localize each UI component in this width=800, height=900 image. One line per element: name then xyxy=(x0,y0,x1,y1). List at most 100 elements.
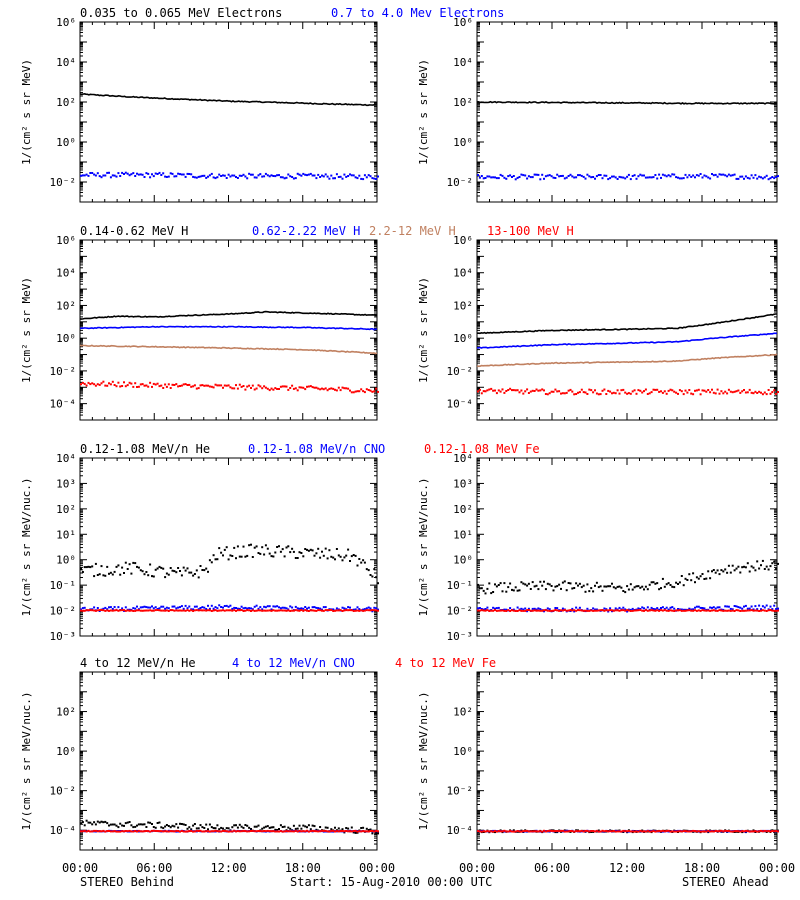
data-point xyxy=(777,175,779,178)
legend-label: 13-100 MeV H xyxy=(487,224,574,238)
y-tick-label: 10⁴ xyxy=(56,452,76,465)
data-point xyxy=(96,574,99,576)
data-point xyxy=(712,606,715,609)
data-point xyxy=(214,827,217,830)
data-point xyxy=(705,175,708,178)
data-point xyxy=(756,560,759,563)
data-point xyxy=(326,830,329,833)
data-point xyxy=(229,604,232,607)
data-point xyxy=(156,822,159,824)
data-point xyxy=(731,564,734,567)
data-point xyxy=(773,604,776,607)
data-point xyxy=(369,389,372,392)
data-point xyxy=(492,609,495,612)
data-point xyxy=(341,606,344,609)
data-point xyxy=(584,609,587,612)
data-point xyxy=(225,827,228,830)
data-point xyxy=(682,609,685,612)
data-point xyxy=(167,175,170,178)
data-point xyxy=(343,173,346,176)
data-point xyxy=(175,823,178,826)
data-point xyxy=(126,830,129,833)
data-point xyxy=(296,389,299,392)
data-point xyxy=(535,388,538,391)
data-point xyxy=(289,551,292,554)
data-point xyxy=(304,609,307,612)
data-point xyxy=(560,175,562,177)
data-point xyxy=(582,830,585,833)
data-point xyxy=(218,384,221,387)
y-tick-label: 10⁻¹ xyxy=(447,579,474,592)
data-point xyxy=(328,387,331,390)
data-point xyxy=(345,830,348,832)
data-point xyxy=(365,827,368,830)
data-point xyxy=(238,383,241,386)
data-point xyxy=(137,609,140,612)
data-point xyxy=(347,830,350,833)
data-point xyxy=(580,586,583,589)
data-point xyxy=(264,544,267,547)
data-point xyxy=(255,604,258,607)
data-point xyxy=(556,609,559,612)
data-point xyxy=(244,609,247,612)
data-point xyxy=(117,830,120,833)
data-point xyxy=(307,830,310,833)
data-point xyxy=(773,389,776,392)
data-point xyxy=(132,830,135,833)
data-point xyxy=(729,174,732,177)
data-point xyxy=(626,392,629,395)
data-point xyxy=(287,545,290,548)
data-point xyxy=(529,588,532,590)
data-point xyxy=(373,390,376,393)
data-point xyxy=(242,173,245,176)
data-point xyxy=(607,178,610,181)
data-point xyxy=(289,827,292,830)
data-point xyxy=(533,830,536,833)
data-point xyxy=(711,606,713,609)
data-point xyxy=(637,830,640,833)
data-point xyxy=(769,177,772,180)
data-point xyxy=(767,178,770,181)
data-point xyxy=(233,829,236,832)
data-point xyxy=(520,173,523,176)
data-point xyxy=(207,828,209,831)
data-point xyxy=(535,609,538,612)
plot-frame xyxy=(79,671,378,851)
data-point xyxy=(692,609,695,612)
data-point xyxy=(677,609,679,612)
data-point xyxy=(102,174,105,177)
data-point xyxy=(635,392,638,395)
data-point xyxy=(573,176,576,179)
data-point xyxy=(278,388,280,390)
data-point xyxy=(192,385,195,388)
data-point xyxy=(375,178,378,180)
data-point xyxy=(543,829,545,832)
data-point xyxy=(594,830,596,833)
data-point xyxy=(678,389,681,392)
data-point xyxy=(546,582,549,585)
data-point xyxy=(141,173,144,176)
data-point xyxy=(577,609,579,612)
data-point xyxy=(147,606,150,609)
data-point xyxy=(242,607,245,610)
data-point xyxy=(522,174,525,177)
data-point xyxy=(337,827,340,830)
data-point xyxy=(113,823,116,826)
data-point xyxy=(724,174,727,177)
data-point xyxy=(571,390,574,393)
data-point xyxy=(497,389,500,392)
plot-frame xyxy=(79,239,378,421)
data-point xyxy=(220,175,223,177)
data-point xyxy=(529,176,532,179)
data-point xyxy=(283,555,286,558)
data-point xyxy=(281,385,284,388)
data-point xyxy=(537,830,540,833)
data-point xyxy=(716,609,719,612)
data-point xyxy=(109,606,112,609)
data-point xyxy=(87,174,90,177)
y-tick-label: 10⁻⁴ xyxy=(447,824,474,837)
data-point xyxy=(499,609,502,612)
data-point xyxy=(162,609,165,612)
data-point xyxy=(136,565,138,568)
data-point xyxy=(100,565,103,568)
